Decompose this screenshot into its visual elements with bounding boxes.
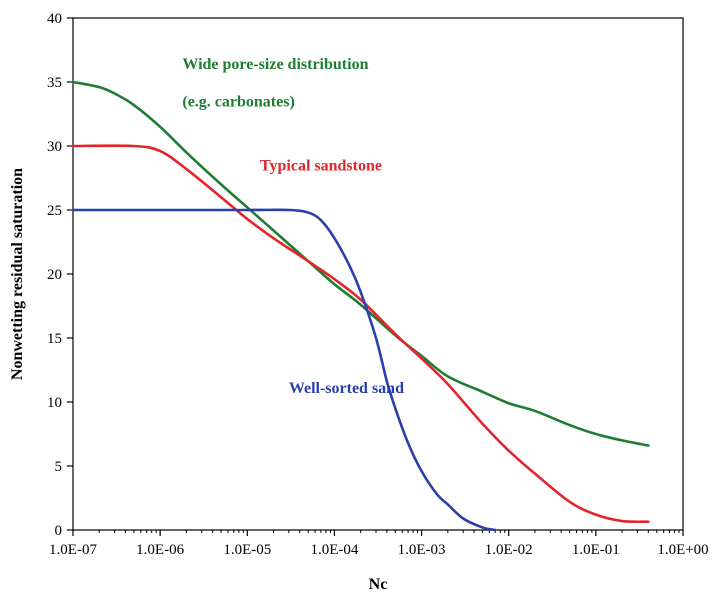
y-tick-label: 30 xyxy=(47,139,62,155)
x-axis-ticks: 1.0E-07 1.0E-06 1.0E-05 1.0E-04 1.0E-03 1.0E-… xyxy=(49,530,709,558)
x-tick-label: 1.0E-04 xyxy=(310,542,358,558)
series-line-typical-sandstone xyxy=(71,144,650,524)
x-axis-title: Nc xyxy=(369,576,388,593)
series-line-wide-pore xyxy=(71,80,650,447)
series-line-well-sorted-sand xyxy=(71,208,497,532)
y-axis-title: Nonwetting residual saturation xyxy=(9,168,26,380)
y-tick-label: 15 xyxy=(47,331,62,347)
y-tick-label: 10 xyxy=(47,395,62,411)
x-tick-label: 1.0E-02 xyxy=(485,542,533,558)
y-tick-label: 5 xyxy=(55,459,63,475)
x-tick-label: 1.0E-05 xyxy=(223,542,271,558)
curve-annotations: Wide pore-size distribution (e.g. carbona… xyxy=(182,56,404,397)
annotation-wide-pore-line1: Wide pore-size distribution xyxy=(182,56,368,73)
annotation-wide-pore-line2: (e.g. carbonates) xyxy=(182,93,294,110)
y-tick-label: 0 xyxy=(55,523,63,539)
x-tick-label: 1.0E-06 xyxy=(136,542,184,558)
y-tick-label: 25 xyxy=(47,203,62,219)
x-tick-label: 1.0E-07 xyxy=(49,542,97,558)
y-axis-ticks: 0 5 10 15 20 25 30 35 40 xyxy=(47,11,73,539)
plot-area-border xyxy=(72,17,684,531)
y-tick-label: 35 xyxy=(47,75,62,91)
x-tick-label: 1.0E-03 xyxy=(398,542,446,558)
x-tick-label: 1.0E+00 xyxy=(657,542,708,558)
y-tick-label: 20 xyxy=(47,267,62,283)
plot-frame xyxy=(72,17,684,531)
y-tick-label: 40 xyxy=(47,11,62,27)
annotation-typical-sandstone: Typical sandstone xyxy=(260,157,382,174)
annotation-well-sorted-sand: Well-sorted sand xyxy=(289,380,404,397)
x-tick-label: 1.0E-01 xyxy=(572,542,620,558)
series-lines xyxy=(71,80,650,532)
